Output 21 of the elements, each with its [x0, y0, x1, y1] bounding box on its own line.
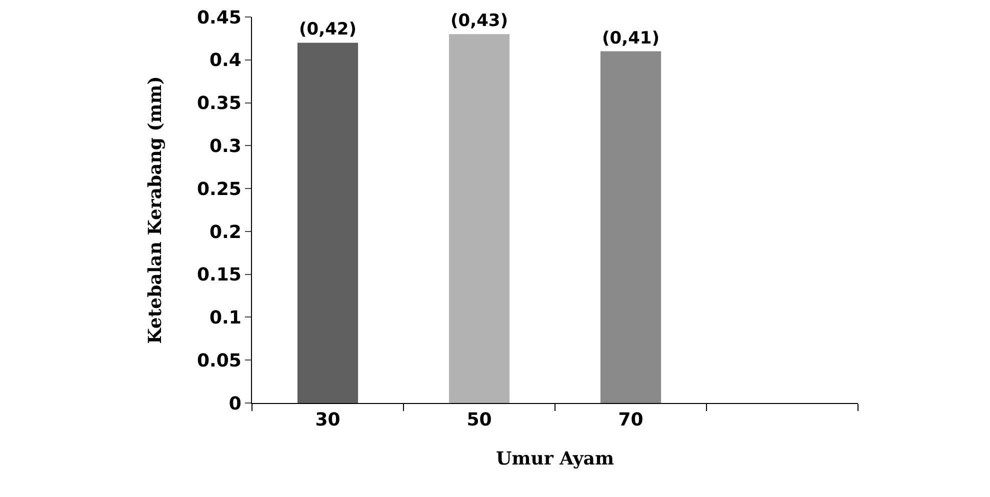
bar	[448, 34, 510, 403]
y-tick-label: 0	[228, 393, 242, 414]
bar	[600, 51, 662, 403]
y-tick-label: 0.45	[196, 7, 242, 28]
y-tick-label: 0.25	[196, 178, 242, 200]
x-tick-label: 50	[466, 410, 492, 431]
y-tick-label: 0.1	[210, 308, 242, 329]
y-axis-title: Ketebalan Kerabang (mm)	[145, 76, 166, 344]
y-tick-label: 0.2	[210, 222, 242, 243]
y-tick-label: 0.05	[196, 350, 242, 372]
data-label: (0,43)	[450, 11, 508, 32]
x-axis-title: Umur Ayam	[496, 448, 614, 470]
x-tick-label: 70	[618, 410, 644, 431]
data-label: (0,42)	[299, 20, 356, 40]
y-tick-label: 0.4	[210, 50, 242, 72]
x-tick-label: 30	[315, 410, 340, 431]
y-tick-label: 0.15	[196, 264, 242, 286]
y-tick-label: 0.3	[210, 136, 242, 157]
y-tick-label: 0.35	[196, 93, 242, 114]
data-label: (0,41)	[602, 28, 660, 48]
bar	[297, 42, 358, 403]
